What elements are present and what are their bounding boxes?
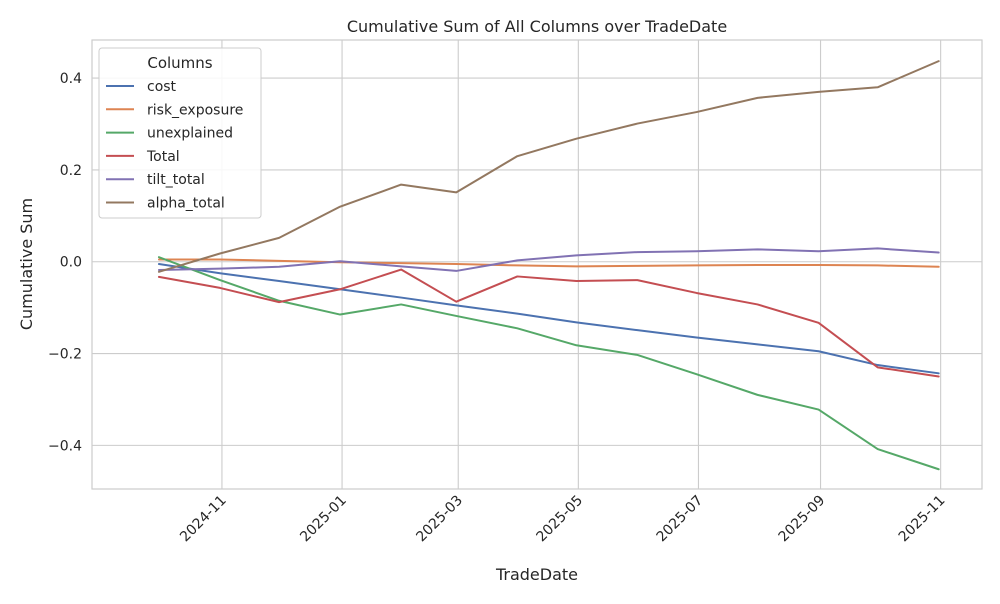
x-tick-label: 2025-07 <box>654 493 707 546</box>
x-tick-label: 2024-11 <box>177 493 230 546</box>
legend-label: risk_exposure <box>147 102 243 118</box>
legend: Columns cost risk_exposure unexplained Tota… <box>98 47 262 219</box>
y-tick-label: −0.2 <box>48 347 82 363</box>
x-axis-label: TradeDate <box>495 565 578 584</box>
x-tick-label: 2025-09 <box>776 493 829 546</box>
x-tick-label: 2025-11 <box>896 493 949 546</box>
y-tick-label: 0.0 <box>60 255 82 271</box>
chart-title: Cumulative Sum of All Columns over Trade… <box>347 17 727 36</box>
legend-label: tilt_total <box>147 172 205 188</box>
y-tick-label: −0.4 <box>48 438 82 454</box>
series-line-risk-exposure <box>157 258 940 268</box>
legend-label: unexplained <box>147 126 233 142</box>
x-tick-label: 2025-05 <box>533 493 586 546</box>
legend-label: Total <box>146 149 180 165</box>
series-line-tilt-total <box>157 247 940 272</box>
plot-frame <box>91 39 983 490</box>
y-tick-label: 0.2 <box>60 163 82 179</box>
legend-label: alpha_total <box>147 196 225 212</box>
y-axis-ticks: −0.4 −0.2 0.0 0.2 0.4 <box>48 71 82 454</box>
y-tick-label: 0.4 <box>60 71 82 87</box>
series-line-unexplained <box>157 256 940 471</box>
x-tick-label: 2025-01 <box>297 493 350 546</box>
x-axis-ticks: 2024-11 2025-01 2025-03 2025-05 2025-07 2025-… <box>177 493 948 546</box>
series-line-cost <box>157 263 940 375</box>
legend-title: Columns <box>147 54 212 72</box>
series-line-alpha-total <box>157 60 940 273</box>
legend-box <box>98 47 262 219</box>
series-line-total <box>157 268 940 378</box>
y-axis-label: Cumulative Sum <box>17 198 36 330</box>
series-lines <box>157 60 940 471</box>
legend-label: cost <box>147 79 177 95</box>
x-tick-label: 2025-03 <box>413 493 466 546</box>
